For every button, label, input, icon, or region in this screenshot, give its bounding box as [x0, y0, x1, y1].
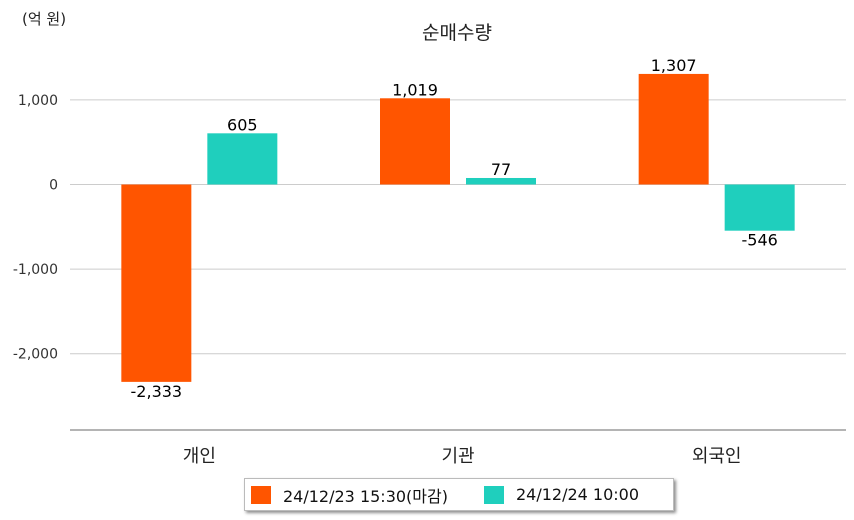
y-tick-label: -2,000: [13, 347, 58, 363]
x-tick-label: 기관: [441, 446, 474, 467]
y-tick-label: 1,000: [18, 93, 58, 109]
legend-swatch-series-2: [483, 485, 504, 504]
legend[interactable]: 24/12/23 15:30(마감) 24/12/24 10:00: [244, 478, 674, 511]
bar-series-2[interactable]: [207, 133, 278, 185]
data-label: -546: [742, 231, 778, 250]
y-tick-label: 0: [49, 178, 58, 194]
bar-series-1[interactable]: [638, 73, 709, 185]
x-tick-label: 외국인: [692, 446, 742, 467]
data-label: 605: [227, 115, 258, 134]
legend-label-series-2: 24/12/24 10:00: [515, 485, 640, 504]
data-label: 1,019: [392, 80, 438, 99]
legend-swatch-series-1: [251, 485, 271, 504]
bar-series-1[interactable]: [380, 98, 450, 185]
data-label: 77: [491, 160, 511, 179]
unit-label: (억 원): [22, 10, 67, 28]
bar-series-2[interactable]: [724, 184, 795, 231]
legend-item-series-1[interactable]: 24/12/23 15:30(마감): [251, 483, 448, 507]
chart-title: 순매수량: [422, 22, 492, 44]
legend-item-series-2[interactable]: 24/12/24 10:00: [483, 485, 640, 504]
x-tick-label: 개인: [183, 446, 216, 467]
data-label: -2,333: [131, 382, 183, 401]
legend-label-series-1: 24/12/23 15:30(마감): [283, 486, 448, 506]
bar-series-1[interactable]: [121, 184, 192, 382]
y-tick-label: -1,000: [13, 262, 58, 278]
data-label: 1,307: [651, 56, 697, 75]
bar-series-2[interactable]: [466, 177, 536, 185]
